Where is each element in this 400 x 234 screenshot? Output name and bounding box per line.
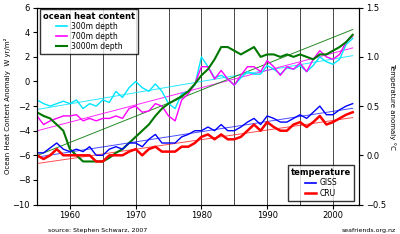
Legend: GISS, CRU: GISS, CRU	[288, 165, 354, 201]
Y-axis label: Temperature anomaly °C: Temperature anomaly °C	[389, 63, 396, 150]
Y-axis label: Ocean Heat Content Anomaly  W yr/m²: Ocean Heat Content Anomaly W yr/m²	[4, 38, 11, 174]
Text: source: Stephen Schwarz, 2007: source: Stephen Schwarz, 2007	[48, 228, 147, 233]
Text: seafriends.org.nz: seafriends.org.nz	[342, 228, 396, 233]
